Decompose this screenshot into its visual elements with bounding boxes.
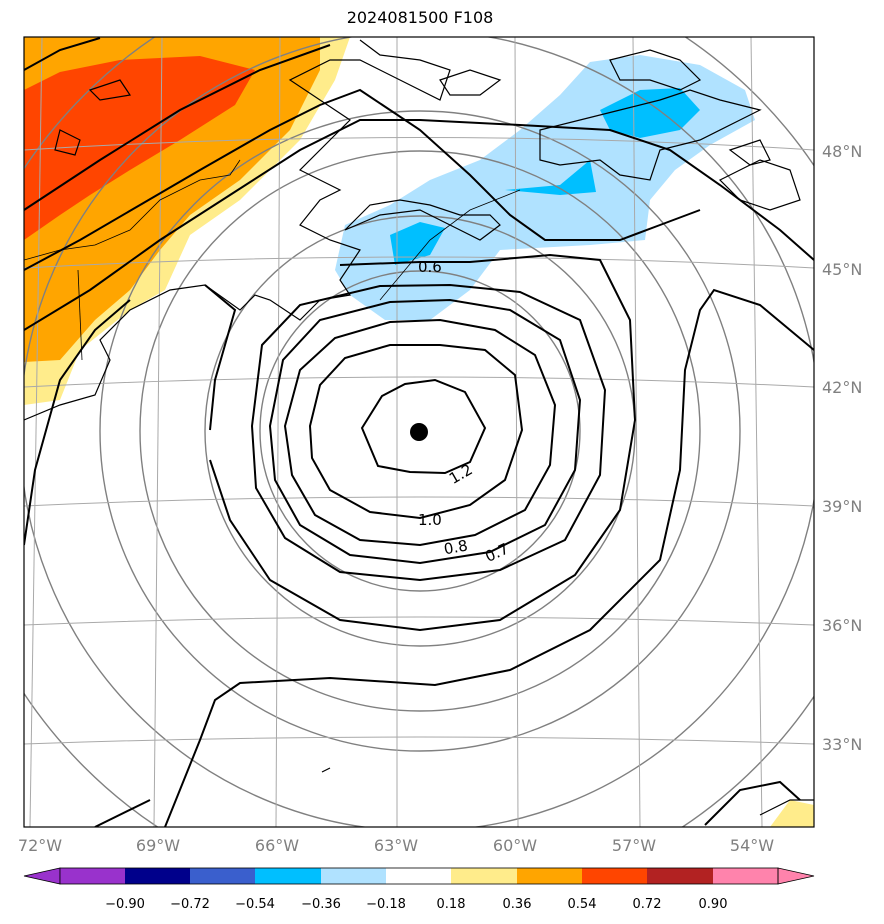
contour-ne-1 xyxy=(24,88,701,271)
lon-label-54w: 54°W xyxy=(730,836,774,855)
contour-ne-3 xyxy=(24,44,331,211)
black-contours xyxy=(24,37,814,827)
colorbar-tick-8: 0.54 xyxy=(568,897,597,912)
graticule xyxy=(24,37,814,827)
lon-label-69w: 69°W xyxy=(136,836,180,855)
colorbar-tick-9: 0.72 xyxy=(633,897,662,912)
lon-label-57w: 57°W xyxy=(612,836,656,855)
contour-0.5 xyxy=(24,288,814,827)
colorbar-extend-high xyxy=(777,867,815,885)
colorbar-tick-6: 0.18 xyxy=(437,897,466,912)
shade-neg-0.36-0.54-c xyxy=(390,222,445,265)
positive-anomaly-shading xyxy=(24,37,814,827)
colorbar-bin-2 xyxy=(125,868,190,884)
contour-label-1.0: 1.0 xyxy=(418,511,442,529)
contour-0.4 xyxy=(94,799,151,827)
lat-label-33n: 33°N xyxy=(822,735,862,754)
colorbar-bin-1 xyxy=(60,868,125,884)
map-title: 2024081500 F108 xyxy=(346,8,494,27)
contour-0.9 xyxy=(283,318,557,547)
lat-label-39n: 39°N xyxy=(822,497,862,516)
lon-label-63w: 63°W xyxy=(374,836,418,855)
colorbar-extend-low xyxy=(23,867,61,885)
colorbar-tick-10: 0.90 xyxy=(699,897,728,912)
lon-label-72w: 72°W xyxy=(18,836,62,855)
colorbar-bin-11 xyxy=(713,868,778,884)
shade-neg-0.36-0.54-a xyxy=(600,88,700,138)
coastlines xyxy=(24,39,814,816)
colorbar-border xyxy=(59,867,779,885)
colorbar-bin-4 xyxy=(255,868,321,884)
colorbar-bin-7 xyxy=(451,868,517,884)
colorbar-bin-8 xyxy=(517,868,582,884)
lat-label-48n: 48°N xyxy=(822,142,862,161)
colorbar-bin-3 xyxy=(190,868,255,884)
shade-0.18-0.36-se xyxy=(770,800,814,827)
contour-label-0.6: 0.6 xyxy=(418,258,442,276)
lat-label-42n: 42°N xyxy=(822,378,862,397)
contour-0.7 xyxy=(250,283,607,582)
colorbar: −0.90 −0.72 −0.54 −0.36 −0.18 0.18 0.36 … xyxy=(23,867,815,912)
contour-1.2 xyxy=(360,378,487,475)
contour-label-0.8: 0.8 xyxy=(442,536,469,558)
lat-label-45n: 45°N xyxy=(822,260,862,279)
colorbar-tick-7: 0.36 xyxy=(503,897,532,912)
lon-label-60w: 60°W xyxy=(493,836,537,855)
map-border xyxy=(23,36,815,828)
colorbar-tick-2: −0.72 xyxy=(170,897,210,912)
contour-ne-2 xyxy=(24,119,814,331)
contour-ne-5 xyxy=(704,780,801,826)
lat-label-36n: 36°N xyxy=(822,616,862,635)
shade-neg-0.36-0.54-b xyxy=(505,160,596,195)
colorbar-bin-10 xyxy=(647,868,713,884)
colorbar-bin-6 xyxy=(386,868,451,884)
contour-0.6 xyxy=(204,253,637,632)
colorbar-tick-4: −0.36 xyxy=(301,897,341,912)
colorbar-bin-5 xyxy=(321,868,386,884)
contour-1.0 xyxy=(308,344,524,520)
lon-label-66w: 66°W xyxy=(255,836,299,855)
negative-anomaly-shading xyxy=(335,55,755,320)
colorbar-tick-1: −0.90 xyxy=(105,897,145,912)
colorbar-bin-9 xyxy=(582,868,647,884)
storm-center-marker xyxy=(410,423,428,441)
colorbar-tick-3: −0.54 xyxy=(235,897,275,912)
contour-ne-4 xyxy=(24,37,101,71)
colorbar-tick-5: −0.18 xyxy=(366,897,406,912)
contour-0.8 xyxy=(268,298,582,565)
